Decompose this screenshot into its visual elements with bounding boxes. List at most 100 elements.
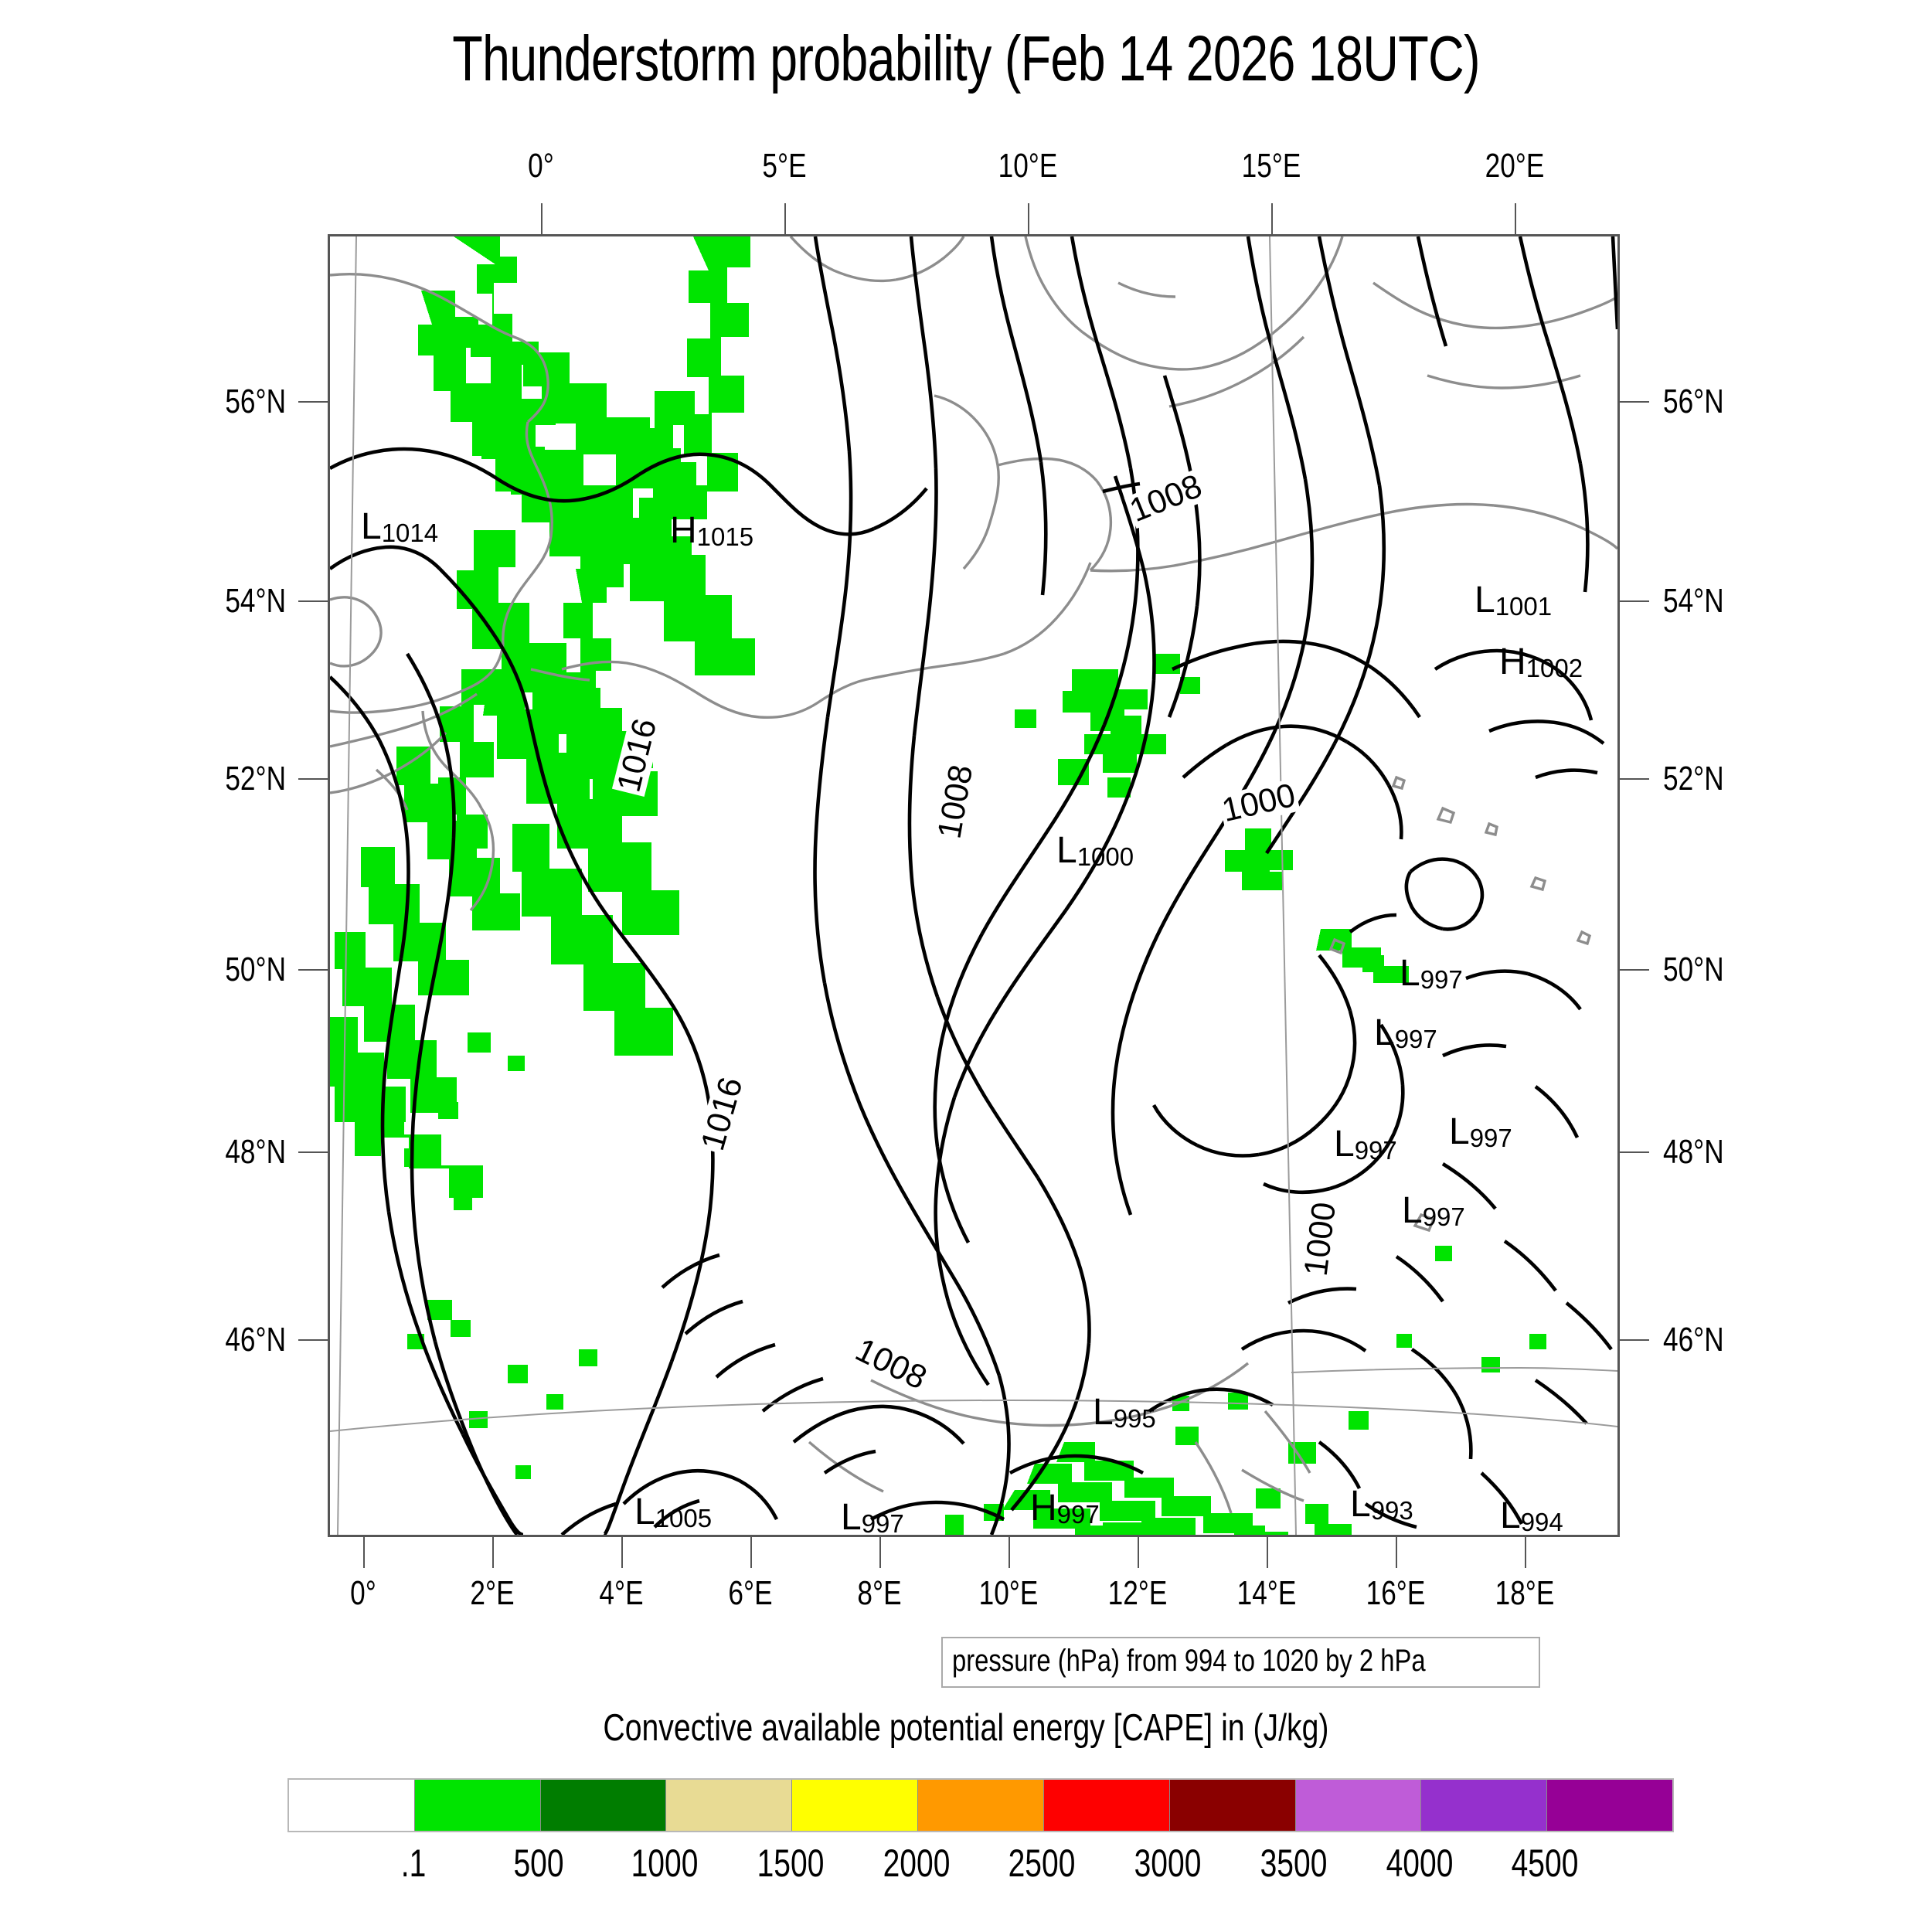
- colorbar-segment-3[interactable]: [665, 1780, 792, 1831]
- axis-label-lat-right: 48°N: [1663, 1133, 1724, 1171]
- tick-mark-left: [298, 1151, 329, 1153]
- axis-label-lat-left: 52°N: [225, 760, 286, 798]
- axis-label-lon-bottom: 8°E: [857, 1574, 902, 1612]
- axis-label-lat-right: 56°N: [1663, 383, 1724, 420]
- colorbar-segment-1[interactable]: [413, 1780, 540, 1831]
- cape-shading-layer: [330, 236, 1546, 1535]
- axis-label-lon-top: 5°E: [762, 147, 807, 185]
- cape-caption-text: Convective available potential energy [C…: [603, 1707, 1329, 1749]
- colorbar-segment-6[interactable]: [1043, 1780, 1169, 1831]
- pressure-center-L: L997: [1334, 1124, 1397, 1165]
- colorbar-segment-10[interactable]: [1546, 1780, 1672, 1831]
- colorbar-tick-2500: 2500: [1008, 1842, 1076, 1885]
- axis-label-lon-top: 15°E: [1241, 147, 1301, 185]
- axis-label-lon-bottom: 18°E: [1495, 1574, 1555, 1612]
- pressure-center-H: H1002: [1499, 641, 1583, 683]
- pressure-center-H: H1015: [670, 510, 754, 552]
- axis-label-lon-top: 0°: [528, 147, 554, 185]
- axis-label-lon-top: 20°E: [1485, 147, 1545, 185]
- colorbar-segment-0[interactable]: [289, 1780, 414, 1831]
- tick-mark-bottom: [363, 1537, 365, 1568]
- axis-label-lat-left: 56°N: [225, 383, 286, 420]
- pressure-center-L: L997: [1400, 953, 1463, 995]
- colorbar-segment-9[interactable]: [1420, 1780, 1547, 1831]
- cape-caption: Convective available potential energy [C…: [0, 1706, 1932, 1750]
- tick-mark-bottom: [621, 1537, 623, 1568]
- pressure-center-L: L1001: [1475, 580, 1553, 621]
- colorbar-segment-7[interactable]: [1168, 1780, 1295, 1831]
- colorbar-segment-4[interactable]: [791, 1780, 918, 1831]
- colorbar-tick-labels: .1 500 1000 1500 2000 2500 3000 3500 4000 4500: [287, 1841, 1671, 1895]
- axis-label-lon-bottom: 12°E: [1107, 1574, 1168, 1612]
- tick-mark-left: [298, 1339, 329, 1341]
- axis-label-lat-left: 48°N: [225, 1133, 286, 1171]
- axis-label-lat-left: 46°N: [225, 1321, 286, 1359]
- tick-mark-bottom: [1138, 1537, 1139, 1568]
- axis-label-lon-bottom: 4°E: [599, 1574, 644, 1612]
- tick-mark-bottom: [492, 1537, 494, 1568]
- colorbar-tick-4500: 4500: [1511, 1842, 1579, 1885]
- tick-mark-top: [1271, 203, 1273, 234]
- axis-label-lat-right: 46°N: [1663, 1321, 1724, 1359]
- map-panel[interactable]: 1008 1008 1008 1000 1000 1016 1016 L1014…: [328, 234, 1620, 1537]
- colorbar-segment-2[interactable]: [539, 1780, 666, 1831]
- axis-label-lon-bottom: 14°E: [1236, 1574, 1297, 1612]
- pressure-center-L: L997: [1449, 1111, 1512, 1153]
- pressure-center-L: L1005: [634, 1492, 713, 1533]
- tick-mark-right: [1618, 969, 1649, 971]
- axis-label-lon-bottom: 2°E: [470, 1574, 515, 1612]
- tick-mark-right: [1618, 778, 1649, 780]
- tick-mark-top: [541, 203, 543, 234]
- axis-label-lon-bottom: 6°E: [728, 1574, 773, 1612]
- pressure-center-L: L994: [1500, 1495, 1563, 1537]
- tick-mark-bottom: [1267, 1537, 1268, 1568]
- map-canvas: [330, 236, 1617, 1535]
- pressure-center-H: H997: [1030, 1488, 1100, 1529]
- pressure-center-L: L997: [841, 1497, 904, 1537]
- axis-label-lon-bottom: 16°E: [1366, 1574, 1426, 1612]
- axis-label-lon-top: 10°E: [998, 147, 1058, 185]
- tick-mark-left: [298, 778, 329, 780]
- tick-mark-left: [298, 401, 329, 403]
- pressure-center-L: L997: [1374, 1012, 1437, 1054]
- tick-mark-top: [784, 203, 786, 234]
- pressure-center-L: L995: [1093, 1392, 1156, 1434]
- pressure-center-L: L997: [1402, 1190, 1465, 1232]
- tick-mark-right: [1618, 1151, 1649, 1153]
- tick-mark-right: [1618, 401, 1649, 403]
- colorbar-tick-4000: 4000: [1386, 1842, 1453, 1885]
- pressure-center-L: L1000: [1056, 830, 1134, 872]
- colorbar-tick-1000: 1000: [631, 1842, 699, 1885]
- colorbar[interactable]: [287, 1778, 1674, 1832]
- axis-label-lat-right: 50°N: [1663, 951, 1724, 988]
- pressure-center-L: L993: [1350, 1484, 1413, 1526]
- graticule-layer: [330, 236, 1617, 1535]
- colorbar-segment-8[interactable]: [1294, 1780, 1421, 1831]
- colorbar-tick-.1: .1: [400, 1842, 426, 1885]
- colorbar-tick-3500: 3500: [1260, 1842, 1328, 1885]
- contour-label: 1000: [1297, 1199, 1343, 1280]
- isobar-layer: [330, 236, 1617, 1535]
- colorbar-tick-1500: 1500: [757, 1842, 825, 1885]
- tick-mark-top: [1028, 203, 1029, 234]
- page-title: Thunderstorm probability (Feb 14 2026 18…: [452, 22, 1480, 94]
- tick-mark-bottom: [1009, 1537, 1010, 1568]
- axis-label-lat-left: 54°N: [225, 582, 286, 620]
- pressure-legend-text: pressure (hPa) from 994 to 1020 by 2 hPa: [952, 1644, 1426, 1678]
- axis-label-lon-bottom: 10°E: [978, 1574, 1039, 1612]
- tick-mark-bottom: [1525, 1537, 1526, 1568]
- tick-mark-bottom: [879, 1537, 881, 1568]
- colorbar-tick-500: 500: [513, 1842, 564, 1885]
- colorbar-tick-2000: 2000: [883, 1842, 951, 1885]
- axis-label-lat-right: 52°N: [1663, 760, 1724, 798]
- pressure-contour-legend: pressure (hPa) from 994 to 1020 by 2 hPa: [941, 1637, 1541, 1688]
- axis-label-lon-bottom: 0°: [350, 1574, 376, 1612]
- tick-mark-bottom: [1396, 1537, 1397, 1568]
- coastline-layer: [330, 236, 1617, 1514]
- tick-mark-top: [1515, 203, 1516, 234]
- tick-mark-left: [298, 969, 329, 971]
- axis-label-lat-right: 54°N: [1663, 582, 1724, 620]
- colorbar-tick-3000: 3000: [1134, 1842, 1202, 1885]
- colorbar-segment-5[interactable]: [917, 1780, 1043, 1831]
- tick-mark-left: [298, 600, 329, 602]
